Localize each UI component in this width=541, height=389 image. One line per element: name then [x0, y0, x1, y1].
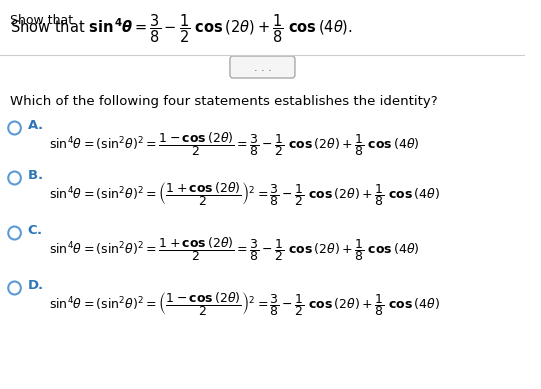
Text: $\sin^4\!\theta = \left(\sin^2\!\theta\right)^2 = \left(\dfrac{1-\mathbf{cos}\,(: $\sin^4\!\theta = \left(\sin^2\!\theta\r…: [49, 290, 439, 318]
Text: Which of the following four statements establishes the identity?: Which of the following four statements e…: [10, 95, 437, 108]
Text: $\mathbf{C.}$: $\mathbf{C.}$: [27, 224, 43, 237]
Text: $\mathbf{D.}$: $\mathbf{D.}$: [27, 279, 44, 292]
Text: Show that $\mathbf{sin}^{\,\mathbf{4}}\boldsymbol{\theta} = \dfrac{3}{8} - \dfra: Show that $\mathbf{sin}^{\,\mathbf{4}}\b…: [10, 12, 353, 45]
Text: $\sin^4\!\theta = \left(\sin^2\!\theta\right)^2 = \dfrac{1+\mathbf{cos}\,(2\thet: $\sin^4\!\theta = \left(\sin^2\!\theta\r…: [49, 235, 419, 263]
Text: $\sin^4\!\theta = \left(\sin^2\!\theta\right)^2 = \left(\dfrac{1+\mathbf{cos}\,(: $\sin^4\!\theta = \left(\sin^2\!\theta\r…: [49, 180, 439, 208]
Text: Show that: Show that: [10, 14, 77, 27]
FancyBboxPatch shape: [230, 56, 295, 78]
Text: · · ·: · · ·: [254, 66, 272, 76]
Text: $\mathbf{A.}$: $\mathbf{A.}$: [27, 119, 43, 132]
Text: $\mathbf{B.}$: $\mathbf{B.}$: [27, 169, 43, 182]
Text: $\sin^4\!\theta = \left(\sin^2\!\theta\right)^2 = \dfrac{1-\mathbf{cos}\,(2\thet: $\sin^4\!\theta = \left(\sin^2\!\theta\r…: [49, 130, 419, 158]
